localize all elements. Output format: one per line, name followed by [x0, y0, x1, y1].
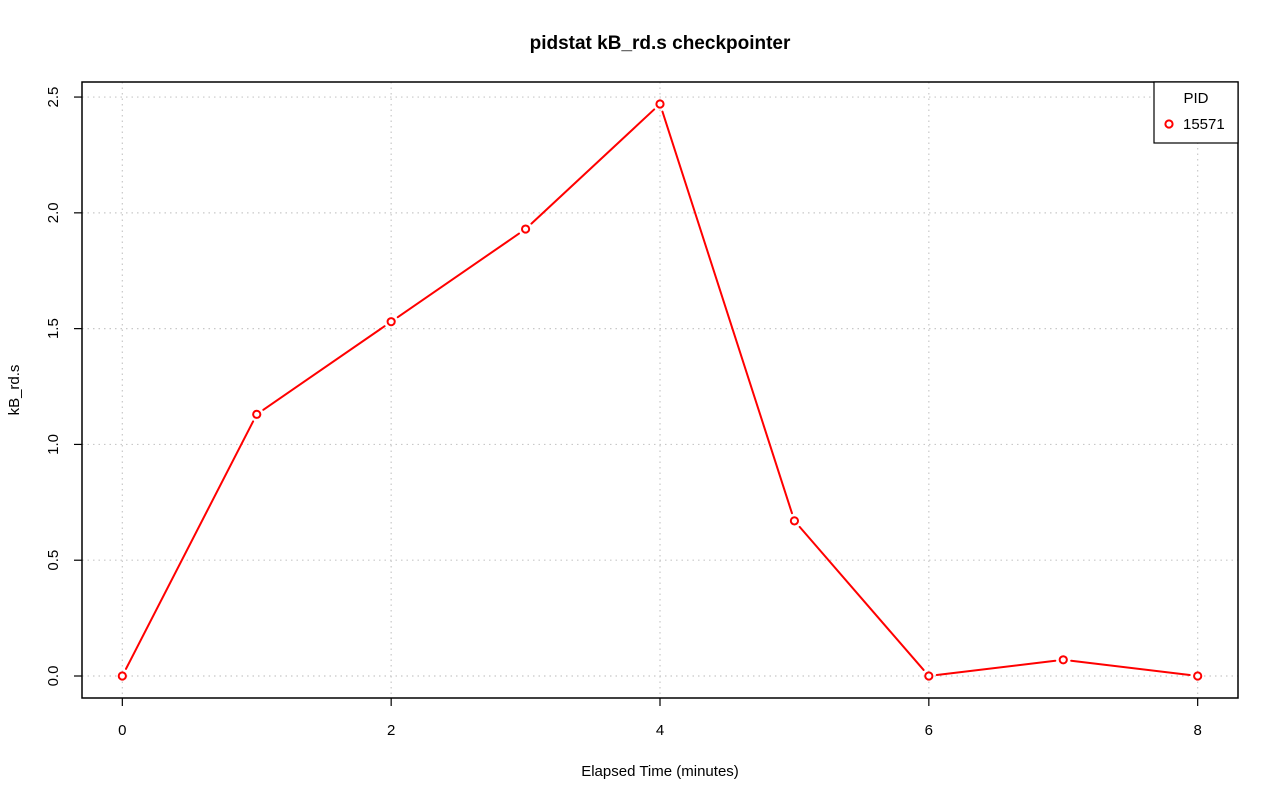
series-line-segment — [661, 110, 793, 515]
y-tick-label: 2.5 — [45, 87, 62, 108]
y-tick-label: 2.0 — [45, 202, 62, 223]
series-line-segment — [1070, 659, 1191, 677]
y-tick-label: 0.0 — [45, 666, 62, 687]
series-line-segment — [530, 108, 656, 225]
series-line-segment — [935, 659, 1057, 677]
y-axis: 0.0 0.5 1.0 1.5 2.0 2.5 — [45, 87, 82, 687]
chart-title: pidstat kB_rd.s checkpointer — [530, 33, 791, 54]
data-point — [655, 99, 665, 109]
x-tick-label: 2 — [387, 722, 395, 739]
legend-title: PID — [1183, 90, 1208, 107]
data-point — [1058, 655, 1068, 665]
grid-lines — [82, 82, 1238, 698]
legend-box — [1153, 81, 1239, 144]
y-tick-label: 1.5 — [45, 318, 62, 339]
data-point — [520, 224, 531, 234]
data-point — [252, 409, 262, 419]
series-line-segment — [798, 525, 925, 671]
data-point — [386, 317, 396, 327]
legend-marker — [1164, 119, 1174, 129]
series-line-segment — [262, 325, 386, 411]
data-point — [117, 671, 127, 681]
legend: PID 15571 — [1153, 81, 1239, 144]
x-axis-label: Elapsed Time (minutes) — [581, 763, 739, 780]
x-axis: 0 2 4 6 8 — [118, 698, 1202, 739]
legend-entry-label: 15571 — [1183, 116, 1225, 133]
data-point — [924, 671, 934, 681]
data-point — [1193, 671, 1203, 681]
y-axis-label: kB_rd.s — [6, 365, 23, 416]
y-tick-label: 1.0 — [45, 434, 62, 455]
x-tick-label: 4 — [656, 722, 664, 739]
y-tick-label: 0.5 — [45, 550, 62, 571]
x-tick-label: 0 — [118, 722, 126, 739]
data-point — [789, 516, 800, 526]
x-tick-label: 8 — [1194, 722, 1202, 739]
series-line-segment — [396, 232, 520, 319]
series-line-segment — [124, 420, 255, 670]
x-tick-label: 6 — [925, 722, 933, 739]
series-layer — [117, 99, 1203, 681]
